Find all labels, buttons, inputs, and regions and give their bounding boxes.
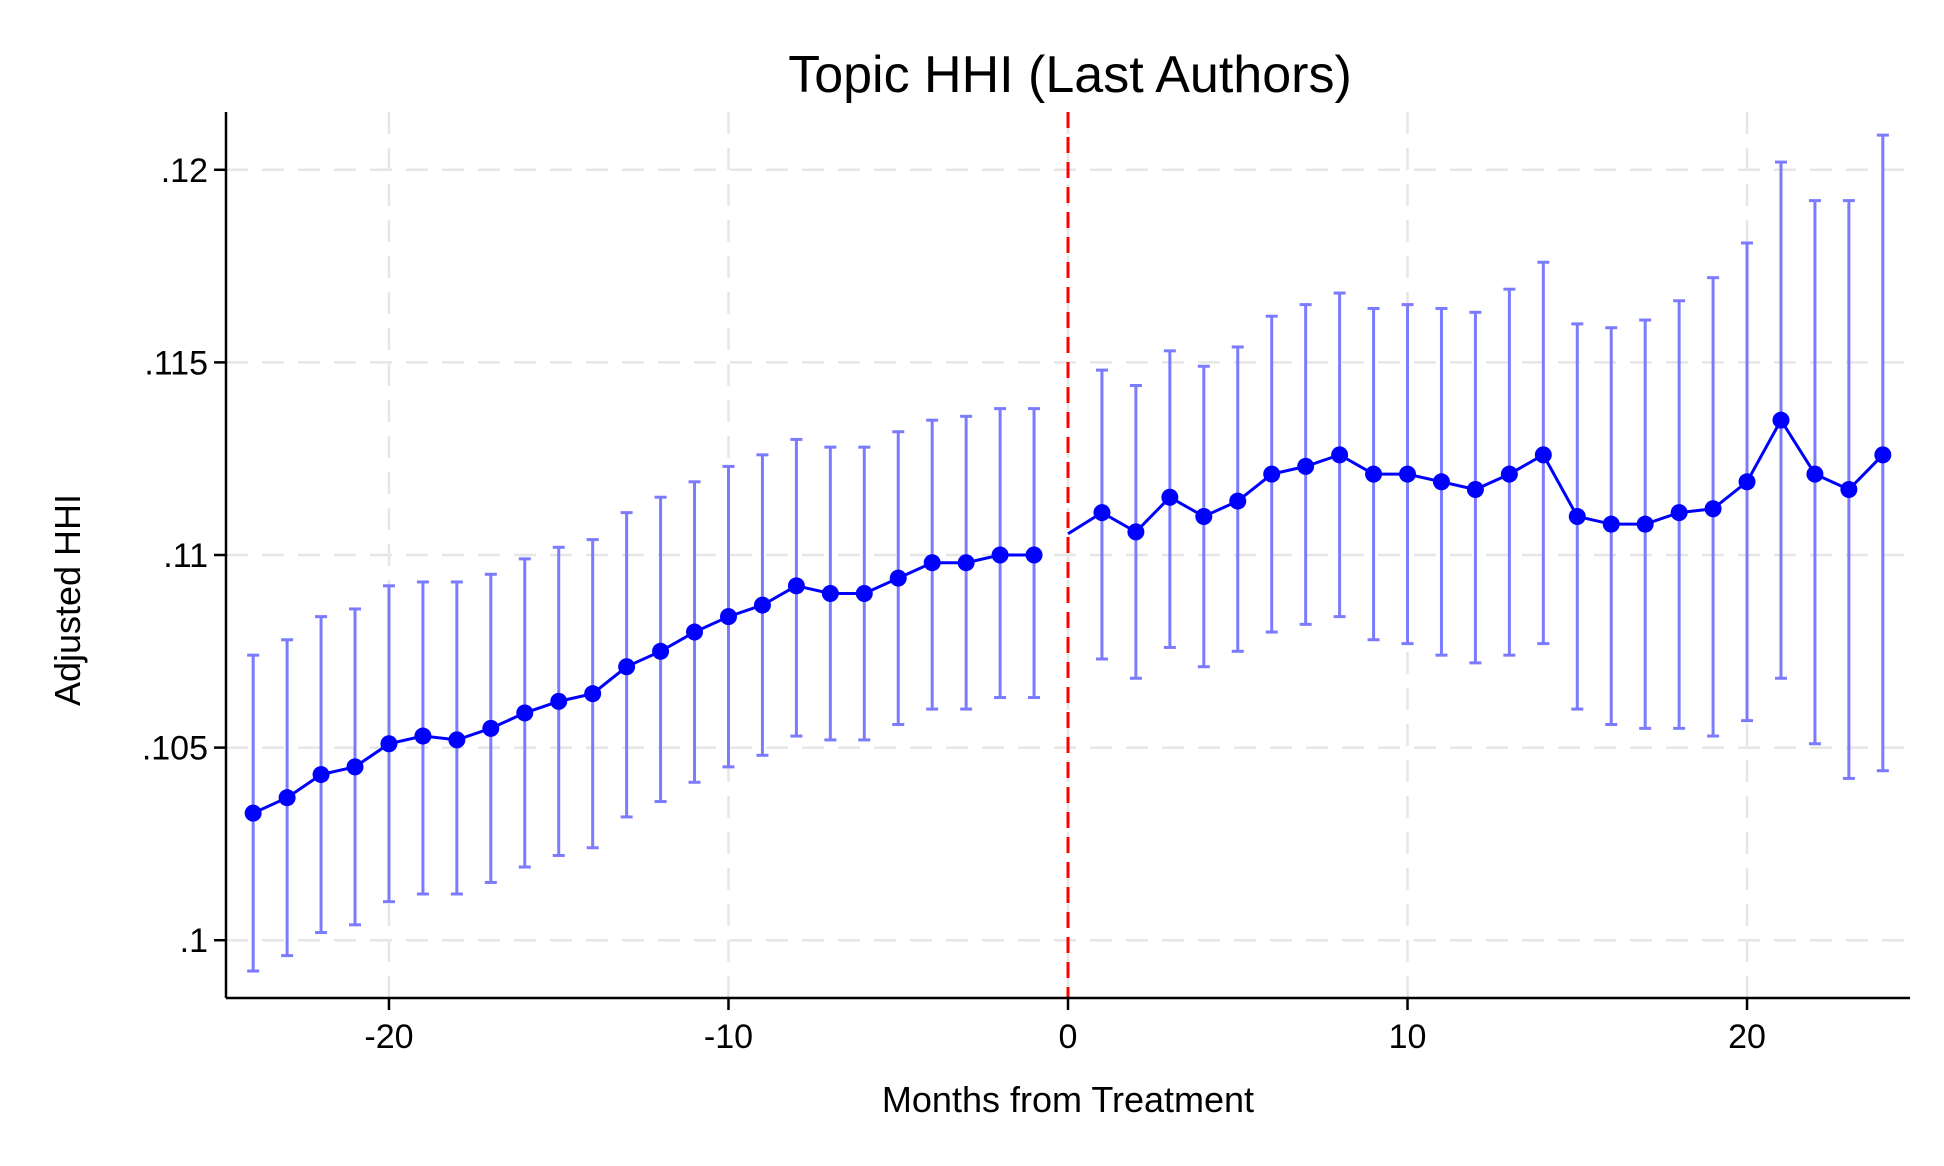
data-point xyxy=(1229,492,1247,510)
data-point xyxy=(1263,465,1281,483)
data-point xyxy=(1636,515,1654,533)
y-tick-label: .1 xyxy=(180,922,208,960)
axes xyxy=(214,112,1910,1010)
data-point xyxy=(1161,488,1179,506)
data-point xyxy=(1365,465,1383,483)
y-axis-label: Adjusted HHI xyxy=(47,494,88,706)
data-point xyxy=(346,758,364,776)
x-tick-label: -20 xyxy=(364,1018,413,1056)
data-point xyxy=(380,735,398,753)
x-tick-label: 10 xyxy=(1389,1018,1427,1056)
data-point xyxy=(278,789,296,807)
y-tick-label: .115 xyxy=(144,344,208,382)
y-tick-label: .11 xyxy=(163,537,208,575)
data-point xyxy=(787,577,805,595)
x-tick-label: 20 xyxy=(1728,1018,1766,1056)
data-point xyxy=(1399,465,1417,483)
data-point xyxy=(821,585,839,603)
data-point xyxy=(1500,465,1518,483)
data-point xyxy=(889,569,907,587)
data-point xyxy=(1602,515,1620,533)
data-point xyxy=(855,585,873,603)
data-point xyxy=(719,608,737,626)
data-point xyxy=(1093,504,1111,522)
chart-title: Topic HHI (Last Authors) xyxy=(788,46,1352,104)
data-point xyxy=(618,658,636,676)
x-tick-label: 0 xyxy=(1059,1018,1078,1056)
x-axis-label: Months from Treatment xyxy=(882,1079,1254,1120)
data-point xyxy=(753,596,771,614)
data-point xyxy=(1738,473,1756,491)
data-point xyxy=(516,704,534,722)
data-point xyxy=(1840,481,1858,499)
x-tick-label: -10 xyxy=(704,1018,753,1056)
data-point xyxy=(1670,504,1688,522)
data-point xyxy=(1127,523,1145,541)
data-point xyxy=(1331,446,1349,464)
data-point xyxy=(1195,507,1213,525)
data-point xyxy=(957,554,975,572)
data-point xyxy=(652,642,670,660)
data-point xyxy=(244,804,262,822)
tick-labels: .1 .105 .11 .115 .12 -20 -10 0 10 20 xyxy=(142,152,1766,1056)
data-point xyxy=(584,685,602,703)
data-point xyxy=(1025,546,1043,564)
data-point xyxy=(448,731,466,749)
data-point xyxy=(1534,446,1552,464)
y-tick-label: .12 xyxy=(161,152,208,190)
data-point xyxy=(1568,507,1586,525)
data-point xyxy=(1806,465,1824,483)
data-point xyxy=(1466,481,1484,499)
data-point xyxy=(991,546,1009,564)
data-point xyxy=(550,692,568,710)
y-tick-label: .105 xyxy=(142,730,208,768)
data-points xyxy=(244,411,1892,822)
data-point xyxy=(923,554,941,572)
data-point xyxy=(1432,473,1450,491)
data-point xyxy=(1772,411,1790,429)
data-point xyxy=(1704,500,1722,518)
data-point xyxy=(482,719,500,737)
data-point xyxy=(312,766,330,784)
data-point xyxy=(1874,446,1892,464)
data-point xyxy=(686,623,704,641)
data-point xyxy=(414,727,432,745)
data-point xyxy=(1297,457,1315,475)
